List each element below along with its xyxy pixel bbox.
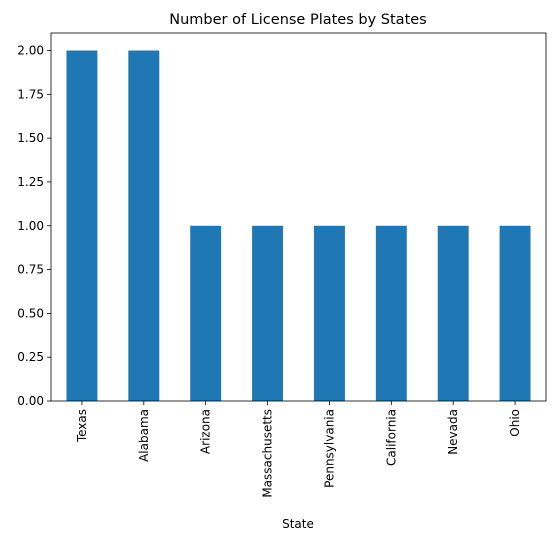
y-tick-label: 2.00	[17, 44, 44, 58]
plot-area: 0.00 0.25 0.50 0.75 1.00 1.25 1.50 1.75 2.00 Texa…	[17, 32, 547, 498]
plot-frame	[50, 32, 547, 402]
x-tick-label: California	[384, 409, 398, 466]
bar-texas	[66, 50, 98, 402]
x-tick-label: Ohio	[508, 409, 522, 437]
y-tick-label: 1.50	[17, 131, 44, 145]
bar-nevada	[437, 225, 469, 401]
bar-arizona	[190, 225, 222, 401]
x-tick-label: Massachusetts	[261, 409, 275, 498]
bar-california	[375, 225, 407, 401]
y-tick-label: 1.25	[17, 175, 44, 189]
x-tick-label: Nevada	[446, 409, 460, 455]
x-tick-label: Arizona	[199, 409, 213, 454]
x-tick-label: Pennsylvania	[322, 409, 336, 488]
bar-ohio	[499, 225, 531, 401]
y-tick-label: 0.25	[17, 350, 44, 364]
y-tick-label: 0.00	[17, 394, 44, 408]
chart-title: Number of License Plates by States	[169, 12, 426, 28]
y-tick-label: 1.75	[17, 87, 44, 101]
y-tick-label: 0.50	[17, 306, 44, 320]
x-axis-label: State	[282, 517, 314, 531]
x-tick-label: Alabama	[137, 409, 151, 462]
bar-alabama	[128, 50, 160, 402]
bar-massachusetts	[252, 225, 284, 401]
x-tick-label: Texas	[75, 409, 89, 443]
bar-pennsylvania	[313, 225, 345, 401]
y-tick-label: 1.00	[17, 219, 44, 233]
y-tick-label: 0.75	[17, 263, 44, 277]
